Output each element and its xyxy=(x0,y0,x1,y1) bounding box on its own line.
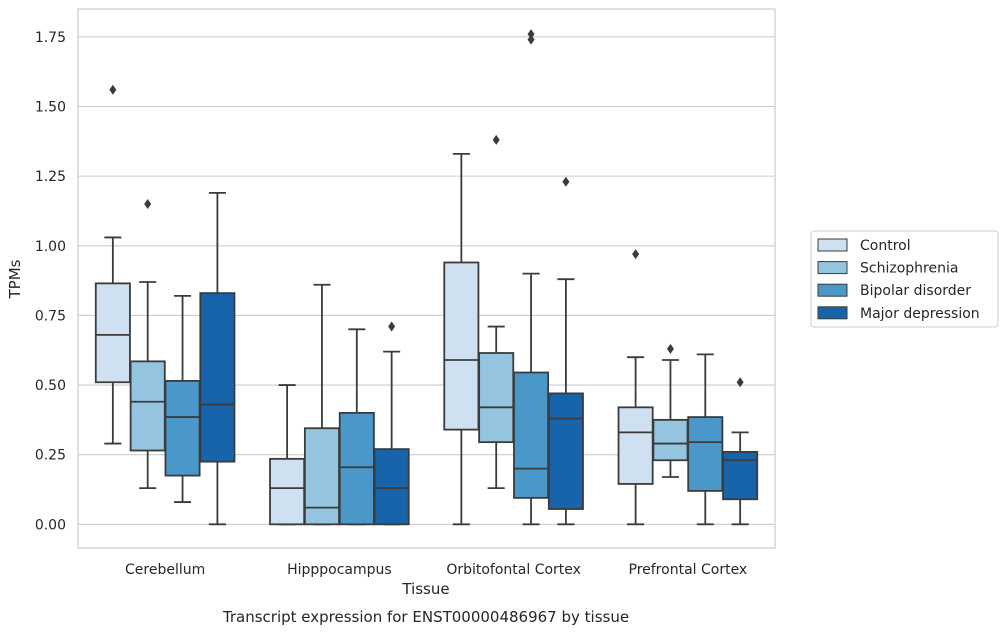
box xyxy=(547,176,584,526)
plot-frame xyxy=(77,8,776,549)
series-major-depression xyxy=(199,176,759,526)
legend-label: Major depression xyxy=(860,306,980,322)
outlier-point xyxy=(109,84,117,95)
x-tick-label: Orbitofontal Cortex xyxy=(446,562,581,578)
y-tick-label: 0.50 xyxy=(35,378,66,394)
box-body xyxy=(199,292,236,463)
legend-entry: Bipolar disorder xyxy=(817,283,971,299)
box xyxy=(164,295,201,503)
legend-frame xyxy=(810,230,999,328)
box-body xyxy=(513,371,550,499)
box-body xyxy=(164,379,201,477)
boxplot-series xyxy=(94,29,759,526)
outlier-point xyxy=(492,134,500,145)
legend-label: Bipolar disorder xyxy=(860,283,971,299)
series-bipolar-disorder xyxy=(164,29,724,526)
series-control xyxy=(94,84,654,526)
box xyxy=(199,191,236,526)
outlier-point xyxy=(632,249,640,260)
x-tick-label: Cerebellum xyxy=(125,562,205,578)
box-body xyxy=(722,450,759,501)
box xyxy=(303,283,340,526)
box-body xyxy=(617,406,654,485)
box xyxy=(338,328,375,526)
box-body xyxy=(94,282,131,384)
y-tick-label: 1.00 xyxy=(35,239,66,255)
box xyxy=(652,343,689,478)
legend-entry: Control xyxy=(817,238,911,254)
outlier-point xyxy=(388,321,396,332)
legend-label: Control xyxy=(860,238,911,254)
chart-caption: Transcript expression for ENST0000048696… xyxy=(222,608,629,626)
box-body xyxy=(547,392,584,510)
outlier-point xyxy=(527,29,535,40)
y-tick-label: 1.50 xyxy=(35,99,66,115)
box-body xyxy=(478,352,515,444)
box xyxy=(687,353,724,526)
box-body xyxy=(338,412,375,526)
outlier-point xyxy=(736,377,744,388)
y-tick-label: 0.25 xyxy=(35,448,66,464)
box xyxy=(443,152,480,526)
box xyxy=(129,198,166,490)
legend: Control Schizophrenia Bipolar disorder Majo… xyxy=(810,230,999,328)
legend-swatch xyxy=(817,238,848,252)
x-tick-label: Prefrontal Cortex xyxy=(629,562,748,578)
box xyxy=(373,321,410,526)
x-axis-ticks: Cerebellum Hipppocampus Orbitofontal Corte… xyxy=(125,562,747,578)
box-body xyxy=(269,457,306,526)
legend-swatch xyxy=(817,306,848,320)
box-body xyxy=(373,448,410,526)
box-body xyxy=(303,427,340,526)
outlier-point xyxy=(144,198,152,209)
y-tick-label: 0.75 xyxy=(35,308,66,324)
box xyxy=(94,84,131,445)
y-tick-label: 0.00 xyxy=(35,517,66,533)
box xyxy=(478,134,515,490)
box-body xyxy=(129,360,166,452)
y-axis-label: TPMs xyxy=(6,259,24,299)
box-body xyxy=(652,418,689,462)
y-tick-label: 1.75 xyxy=(35,30,66,46)
outlier-point xyxy=(562,176,570,187)
legend-swatch xyxy=(817,261,848,275)
outlier-point xyxy=(666,343,674,354)
legend-swatch xyxy=(817,283,848,297)
box xyxy=(722,377,759,526)
box xyxy=(617,249,654,526)
x-tick-label: Hipppocampus xyxy=(287,562,392,578)
legend-entry: Schizophrenia xyxy=(817,261,958,277)
box xyxy=(269,384,306,526)
box xyxy=(513,29,550,526)
legend-label: Schizophrenia xyxy=(860,261,958,277)
box-body xyxy=(687,416,724,492)
box-body xyxy=(443,261,480,431)
y-axis-ticks: 0.00 0.25 0.50 0.75 1.00 1.25 1.50 1.75 xyxy=(35,30,66,533)
x-axis-label: Tissue xyxy=(401,580,449,598)
outlier-point xyxy=(527,34,535,45)
y-tick-label: 1.25 xyxy=(35,169,66,185)
legend-entry: Major depression xyxy=(817,306,980,322)
